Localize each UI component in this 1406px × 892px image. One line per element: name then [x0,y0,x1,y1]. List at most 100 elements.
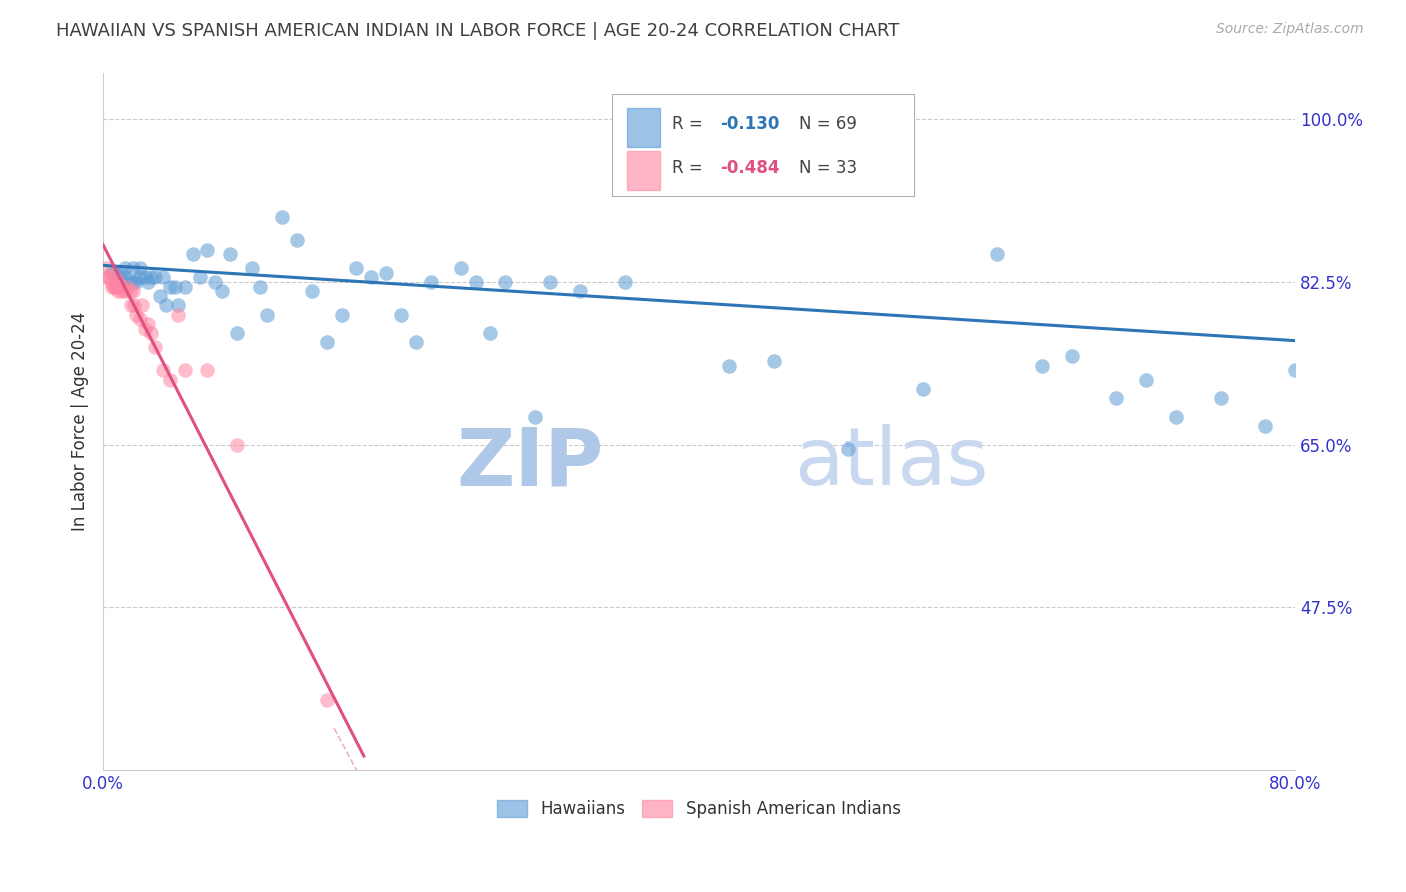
Point [103,266,125,280]
Point [101,279,124,293]
Point [139,326,162,341]
Point [450,261,472,276]
Point [129,261,152,276]
Point [107,275,129,289]
Point [159,279,181,293]
Point [120,298,142,312]
Point [419,275,441,289]
Point [110,266,132,280]
Point [1060,350,1083,364]
Point [94,261,117,276]
Point [139,270,162,285]
Point [568,285,591,299]
Point [1284,363,1306,377]
Text: R =: R = [672,115,709,134]
Point [538,275,561,289]
Point [837,442,859,457]
Point [152,363,174,377]
Y-axis label: In Labor Force | Age 20-24: In Labor Force | Age 20-24 [72,312,89,531]
Point [105,279,128,293]
Bar [627,151,659,190]
Point [218,247,240,261]
Point [100,275,122,289]
Point [149,289,172,303]
Point [97,270,120,285]
Point [1105,391,1128,405]
Text: N = 69: N = 69 [799,115,856,134]
Point [125,275,148,289]
Point [122,275,145,289]
Point [389,308,412,322]
Bar [627,108,659,147]
Point [159,373,181,387]
Point [110,279,132,293]
Point [104,279,127,293]
Point [226,438,249,452]
Point [301,285,323,299]
Point [111,275,134,289]
Point [271,210,294,224]
Point [114,261,136,276]
Point [152,270,174,285]
Point [98,270,121,285]
Point [315,693,337,707]
Point [134,321,156,335]
Point [479,326,502,341]
Point [1164,409,1187,424]
Point [375,266,398,280]
Point [129,270,152,285]
Point [107,285,129,299]
Point [114,270,136,285]
Text: Source: ZipAtlas.com: Source: ZipAtlas.com [1216,22,1364,37]
Point [613,275,636,289]
Point [211,285,233,299]
Point [181,247,204,261]
Point [330,308,353,322]
Point [163,279,186,293]
Text: -0.130: -0.130 [720,115,780,134]
Point [174,279,197,293]
Point [494,275,516,289]
Point [405,335,427,350]
Point [143,270,166,285]
Point [129,312,152,326]
Point [136,317,159,331]
Point [143,340,166,354]
Point [174,363,197,377]
Point [464,275,486,289]
Point [688,131,710,145]
Point [136,275,159,289]
Point [166,308,188,322]
Point [197,363,219,377]
Point [717,359,740,373]
Point [360,270,382,285]
Text: atlas: atlas [794,425,988,502]
Text: -0.484: -0.484 [720,159,780,177]
Text: ZIP: ZIP [457,425,603,502]
Point [103,279,125,293]
Point [114,285,136,299]
Point [1031,359,1053,373]
Point [197,243,219,257]
Point [315,335,337,350]
Legend: Hawaiians, Spanish American Indians: Hawaiians, Spanish American Indians [491,793,907,824]
Point [131,298,153,312]
Point [240,261,263,276]
Text: N = 33: N = 33 [799,159,858,177]
Point [125,308,148,322]
Point [124,298,146,312]
Point [104,270,127,285]
Point [118,285,141,299]
Point [115,279,138,293]
Point [658,140,681,154]
Point [1209,391,1232,405]
Point [285,233,308,247]
Text: HAWAIIAN VS SPANISH AMERICAN INDIAN IN LABOR FORCE | AGE 20-24 CORRELATION CHART: HAWAIIAN VS SPANISH AMERICAN INDIAN IN L… [56,22,900,40]
Point [204,275,226,289]
Text: R =: R = [672,159,709,177]
Point [249,279,271,293]
Point [105,270,128,285]
Point [344,261,367,276]
Point [134,270,156,285]
Point [911,382,934,396]
